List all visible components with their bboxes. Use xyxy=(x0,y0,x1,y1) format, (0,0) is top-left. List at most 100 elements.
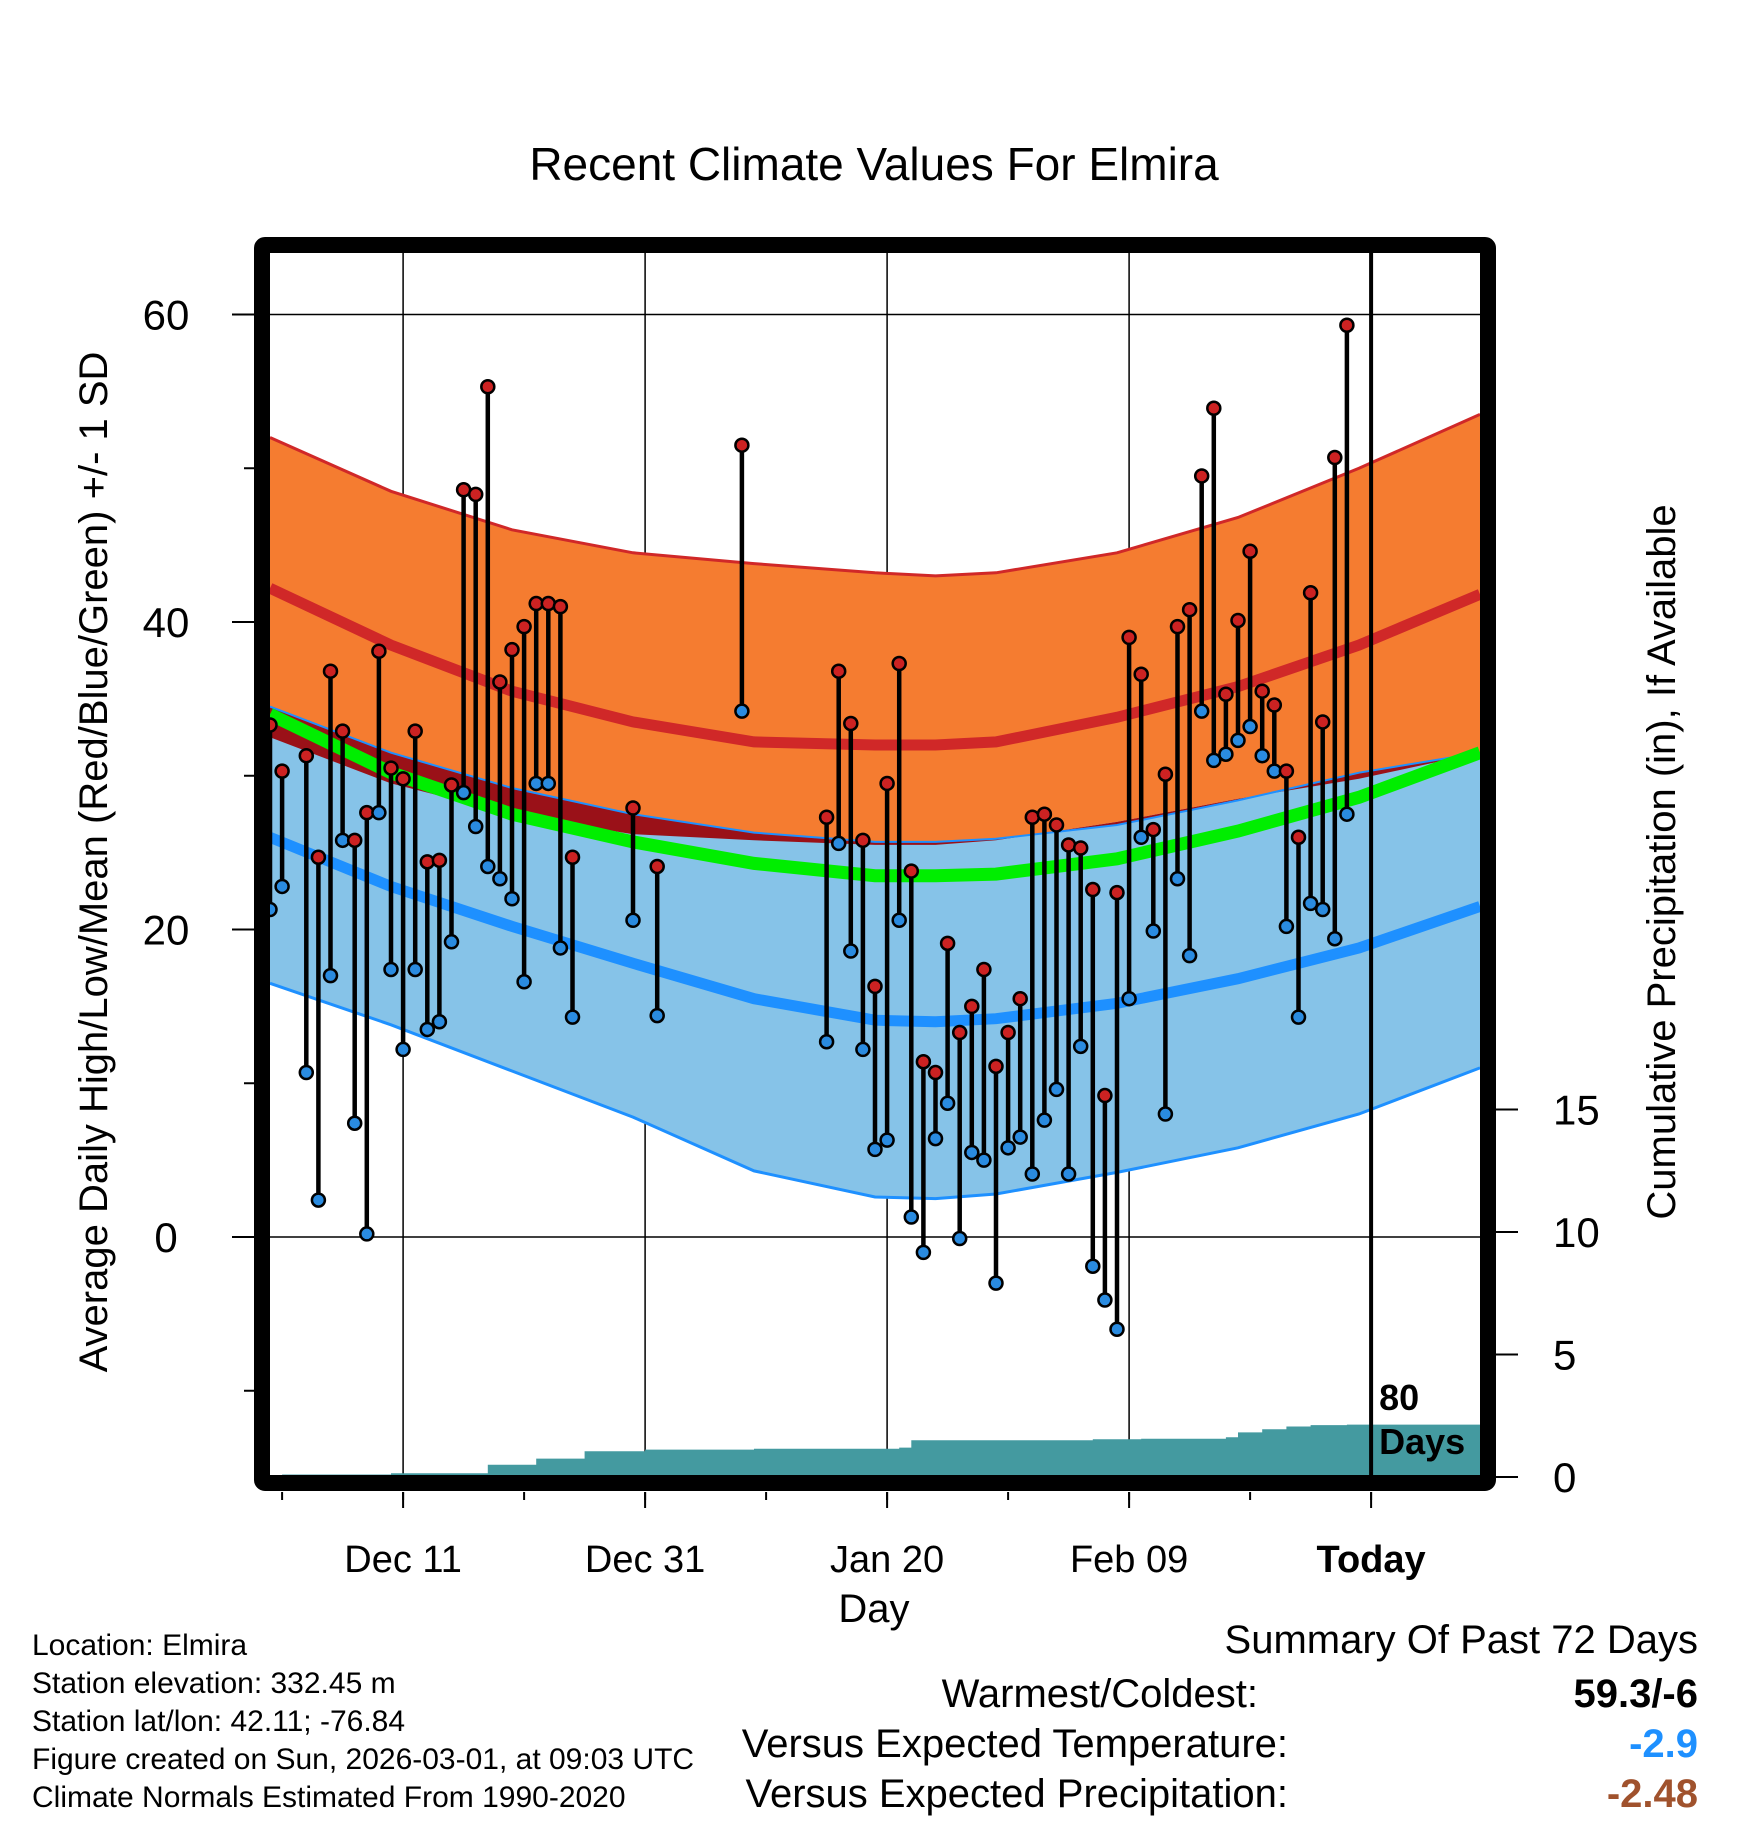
y-tick-label: 0 xyxy=(154,1214,177,1261)
daily-high-point xyxy=(504,641,520,658)
daily-high-point xyxy=(334,723,351,739)
daily-low-point xyxy=(1121,990,1137,1007)
daily-high-point xyxy=(1072,840,1089,856)
daily-low-point xyxy=(891,912,907,929)
daily-low-point xyxy=(1012,1129,1028,1145)
daily-low-point xyxy=(649,1007,665,1024)
daily-low-point xyxy=(310,1192,327,1208)
daily-high-point xyxy=(927,1064,944,1081)
daily-high-point xyxy=(1157,766,1174,782)
daily-low-point xyxy=(516,974,532,990)
y-tick-label: 20 xyxy=(143,907,190,954)
low-upper-edge xyxy=(269,705,1481,843)
daily-low-point xyxy=(1048,1081,1065,1098)
day-count-label: Days xyxy=(1379,1421,1465,1462)
y2-tick-label: 5 xyxy=(1553,1332,1576,1379)
daily-low-point xyxy=(734,703,750,719)
daily-high-point xyxy=(1327,449,1343,466)
daily-low-point xyxy=(1193,703,1210,719)
daily-low-point xyxy=(431,1014,448,1030)
summary-precip-label: Versus Expected Precipitation: xyxy=(745,1772,1288,1816)
daily-high-point xyxy=(625,800,641,816)
meta-elevation: Station elevation: 332.45 m xyxy=(32,1667,396,1700)
daily-high-point xyxy=(1302,585,1319,601)
daily-high-point xyxy=(879,775,895,792)
daily-low-point xyxy=(395,1041,411,1058)
meta-created: Figure created on Sun, 2026-03-01, at 09… xyxy=(32,1743,695,1776)
y-tick-label: 60 xyxy=(143,292,190,339)
y2-axis-label: Cumulative Precipitation (in), If Availa… xyxy=(1640,504,1684,1219)
daily-high-point xyxy=(1254,683,1270,699)
daily-high-point xyxy=(988,1058,1004,1075)
daily-high-point xyxy=(383,760,399,776)
daily-low-point xyxy=(407,961,423,978)
summary-temp-value: -2.9 xyxy=(1629,1722,1698,1766)
daily-high-point xyxy=(1266,697,1283,713)
daily-high-point xyxy=(1000,1024,1016,1041)
plot-frame xyxy=(254,237,1496,1491)
daily-low-point xyxy=(383,961,399,978)
high-upper-edge xyxy=(269,413,1481,578)
daily-low-point xyxy=(1097,1292,1113,1308)
daily-low-point xyxy=(939,1095,956,1111)
daily-high-point xyxy=(1121,629,1137,646)
daily-high-point xyxy=(903,863,920,879)
daily-low-point xyxy=(964,1144,980,1161)
daily-high-point xyxy=(1085,881,1101,898)
daily-high-point xyxy=(964,998,980,1015)
summary-row-precip: Versus Expected Precipitation: -2.48 xyxy=(0,1772,1748,1820)
daily-high-point xyxy=(1048,817,1065,833)
daily-high-point xyxy=(649,858,665,875)
x-tick-label: Feb 09 xyxy=(1070,1539,1188,1581)
plot-frame-layer xyxy=(254,237,1496,1491)
x-tick-label: Jan 20 xyxy=(830,1539,944,1581)
daily-low-point xyxy=(274,878,290,895)
daily-high-point xyxy=(480,379,496,395)
y-axis-label: Average Daily High/Low/Mean (Red/Blue/Gr… xyxy=(72,352,116,1373)
daily-high-point xyxy=(1218,686,1234,703)
summary-warmest-label: Warmest/Coldest: xyxy=(941,1672,1258,1716)
daily-low-point xyxy=(867,1141,883,1158)
daily-high-point xyxy=(843,715,859,732)
daily-high-point xyxy=(371,643,387,659)
daily-low-point xyxy=(915,1244,932,1261)
daily-low-point xyxy=(419,1021,436,1038)
daily-low-point xyxy=(455,784,472,801)
daily-low-point xyxy=(504,891,520,907)
daily-low-point xyxy=(843,943,859,959)
daily-high-point xyxy=(467,486,484,503)
daily-high-point xyxy=(1230,612,1246,629)
daily-low-point xyxy=(492,871,508,887)
high-mean-line xyxy=(267,583,1483,751)
meta-location: Location: Elmira xyxy=(32,1629,248,1662)
daily-low-point xyxy=(540,775,557,792)
summary-row-warmest: Warmest/Coldest: 59.3/-6 xyxy=(0,1672,1748,1720)
daily-low-point xyxy=(359,1226,375,1242)
daily-high-point xyxy=(1206,400,1222,417)
daily-low-point xyxy=(346,1115,363,1131)
precipitation-area xyxy=(282,1424,1481,1477)
daily-high-point xyxy=(1278,763,1295,779)
daily-high-point xyxy=(443,777,460,793)
summary-temp-label: Versus Expected Temperature: xyxy=(741,1722,1288,1766)
summary-warmest-value: 59.3/-6 xyxy=(1573,1672,1698,1716)
chart-title: Recent Climate Values For Elmira xyxy=(529,138,1219,190)
x-axis-label: Day xyxy=(838,1587,909,1631)
daily-low-point xyxy=(1036,1112,1053,1128)
daily-high-point xyxy=(867,978,883,995)
daily-high-point xyxy=(1339,317,1355,334)
day-count-label: 80 xyxy=(1379,1377,1419,1418)
daily-high-point xyxy=(407,723,423,739)
daily-low-point xyxy=(951,1230,968,1247)
daily-high-point xyxy=(1242,543,1258,560)
daily-high-point xyxy=(346,832,363,849)
daily-low-point xyxy=(830,835,847,852)
daily-low-point xyxy=(1060,1166,1077,1182)
daily-low-point xyxy=(322,967,339,984)
daily-high-point xyxy=(1290,829,1307,845)
daily-low-point xyxy=(1169,871,1186,887)
y-tick-label: 40 xyxy=(143,599,190,646)
x-tick-label: Dec 11 xyxy=(344,1539,462,1581)
